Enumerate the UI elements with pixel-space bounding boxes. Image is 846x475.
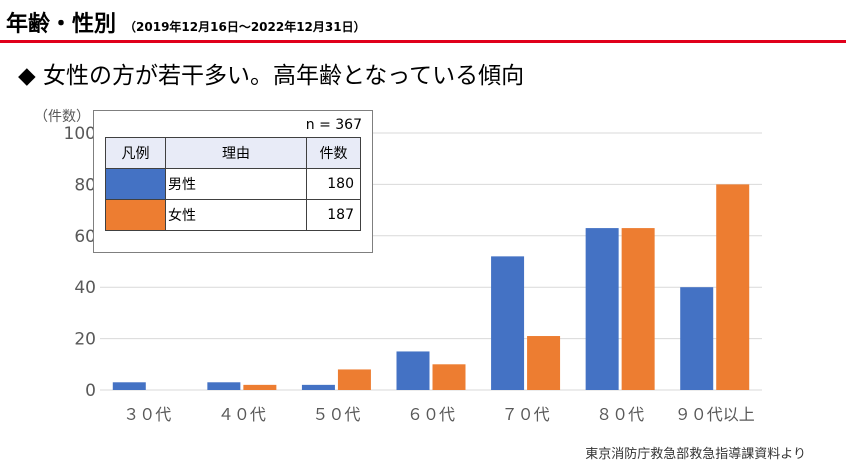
legend-label-female: 女性 [165,199,307,231]
legend-header-key: 凡例 [105,137,166,169]
date-range: （2019年12月16日～2022年12月31日） [124,20,366,34]
legend-swatch-male [105,168,166,200]
bar-male [207,382,241,390]
sample-size: n = 367 [305,117,362,133]
page-header: 年齢・性別 （2019年12月16日～2022年12月31日） [6,6,366,37]
subtitle: ◆ 女性の方が若干多い。高年齢となっている傾向 [18,63,525,89]
x-tick-label: ７０代 [502,405,550,424]
legend-count-female: 187 [306,199,361,231]
bar-female [432,364,466,390]
bar-female [337,369,371,390]
bar-female [243,384,277,390]
header-rule [0,40,846,43]
x-tick-label: ８０代 [596,405,644,424]
legend-table: 凡例 理由 件数 男性 180 女性 187 [105,137,361,231]
page-title: 年齢・性別 [6,12,117,37]
x-tick-label: ５０代 [312,405,360,424]
y-tick-label: 40 [74,278,96,298]
legend-label-male: 男性 [165,168,307,200]
bar-female [527,336,561,390]
bar-male [112,382,146,390]
legend-row-male: 男性 180 [105,168,361,200]
x-tick-label: ６０代 [407,405,455,424]
bar-male [585,228,619,390]
bar-female [621,228,655,390]
bar-male [680,287,714,390]
bar-male [301,384,335,390]
legend-header-row: 凡例 理由 件数 [105,137,361,169]
legend-header-reason: 理由 [165,137,307,169]
legend-row-female: 女性 187 [105,199,361,231]
legend-count-male: 180 [306,168,361,200]
bar-male [396,351,430,390]
legend-header-count: 件数 [306,137,361,169]
x-tick-label: ３０代 [123,405,171,424]
y-tick-label: 80 [74,175,96,195]
x-tick-label: ９０代以上 [675,405,755,424]
bar-male [491,256,525,390]
y-tick-label: 60 [74,227,96,247]
source-note: 東京消防庁救急部救急指導課資料より [585,447,806,462]
legend-box: n = 367 凡例 理由 件数 男性 180 女性 187 [93,110,373,253]
legend-swatch-female [105,199,166,231]
x-tick-label: ４０代 [218,405,266,424]
y-tick-label: 100 [64,124,96,144]
bar-female [716,184,750,390]
y-tick-label: 0 [85,381,96,401]
y-unit-label: （件数） [34,109,90,125]
y-tick-label: 20 [74,330,96,350]
